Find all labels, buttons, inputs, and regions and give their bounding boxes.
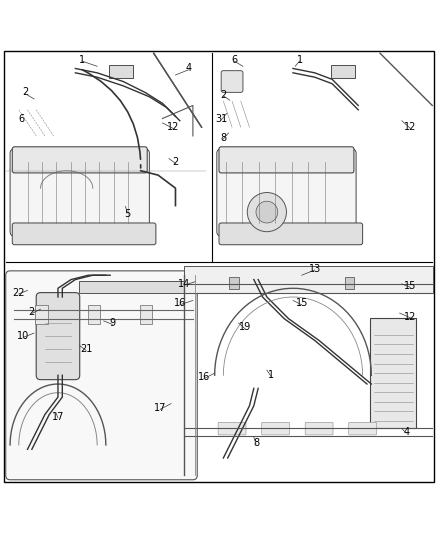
Text: 15: 15 xyxy=(404,281,417,291)
Text: 10: 10 xyxy=(17,331,29,341)
Text: 8: 8 xyxy=(253,438,259,448)
Text: 8: 8 xyxy=(220,133,226,143)
Text: 31: 31 xyxy=(215,114,227,124)
Text: 6: 6 xyxy=(18,114,24,124)
Text: 9: 9 xyxy=(110,318,116,328)
Text: 2: 2 xyxy=(172,157,179,167)
FancyBboxPatch shape xyxy=(6,271,197,480)
Text: 22: 22 xyxy=(13,288,25,297)
Text: 12: 12 xyxy=(167,122,180,132)
Text: 17: 17 xyxy=(52,411,64,422)
FancyBboxPatch shape xyxy=(305,422,333,435)
Text: 13: 13 xyxy=(309,264,321,273)
Text: 12: 12 xyxy=(404,122,417,132)
Text: 2: 2 xyxy=(29,307,35,317)
FancyBboxPatch shape xyxy=(12,147,147,173)
FancyBboxPatch shape xyxy=(88,305,100,324)
FancyBboxPatch shape xyxy=(221,71,243,92)
Text: 4: 4 xyxy=(185,63,191,74)
FancyBboxPatch shape xyxy=(184,266,433,293)
Text: 4: 4 xyxy=(403,427,409,437)
Text: 16: 16 xyxy=(198,373,210,383)
FancyBboxPatch shape xyxy=(140,305,152,324)
FancyBboxPatch shape xyxy=(371,318,416,429)
Text: 19: 19 xyxy=(239,322,251,333)
Text: 21: 21 xyxy=(80,344,92,354)
Text: 2: 2 xyxy=(220,90,226,100)
FancyBboxPatch shape xyxy=(35,305,48,324)
FancyBboxPatch shape xyxy=(345,277,354,289)
Circle shape xyxy=(256,201,278,223)
Text: 14: 14 xyxy=(178,279,190,289)
Text: 1: 1 xyxy=(79,55,85,65)
Text: 2: 2 xyxy=(22,87,28,98)
FancyBboxPatch shape xyxy=(349,422,377,435)
Text: 17: 17 xyxy=(154,403,166,413)
FancyBboxPatch shape xyxy=(110,66,133,78)
Text: 1: 1 xyxy=(297,55,303,65)
FancyBboxPatch shape xyxy=(79,281,185,294)
FancyBboxPatch shape xyxy=(10,149,149,236)
Circle shape xyxy=(247,192,286,232)
FancyBboxPatch shape xyxy=(261,422,290,435)
Text: 1: 1 xyxy=(268,370,274,381)
Text: 12: 12 xyxy=(404,312,417,321)
FancyBboxPatch shape xyxy=(219,223,363,245)
FancyBboxPatch shape xyxy=(217,149,356,236)
FancyBboxPatch shape xyxy=(219,147,354,173)
FancyBboxPatch shape xyxy=(331,66,355,78)
FancyBboxPatch shape xyxy=(230,277,239,289)
FancyBboxPatch shape xyxy=(36,293,80,379)
Text: 16: 16 xyxy=(174,298,186,309)
Text: 6: 6 xyxy=(231,55,237,65)
FancyBboxPatch shape xyxy=(12,223,156,245)
Text: 5: 5 xyxy=(124,209,131,219)
Text: 15: 15 xyxy=(296,298,308,309)
FancyBboxPatch shape xyxy=(218,422,246,435)
